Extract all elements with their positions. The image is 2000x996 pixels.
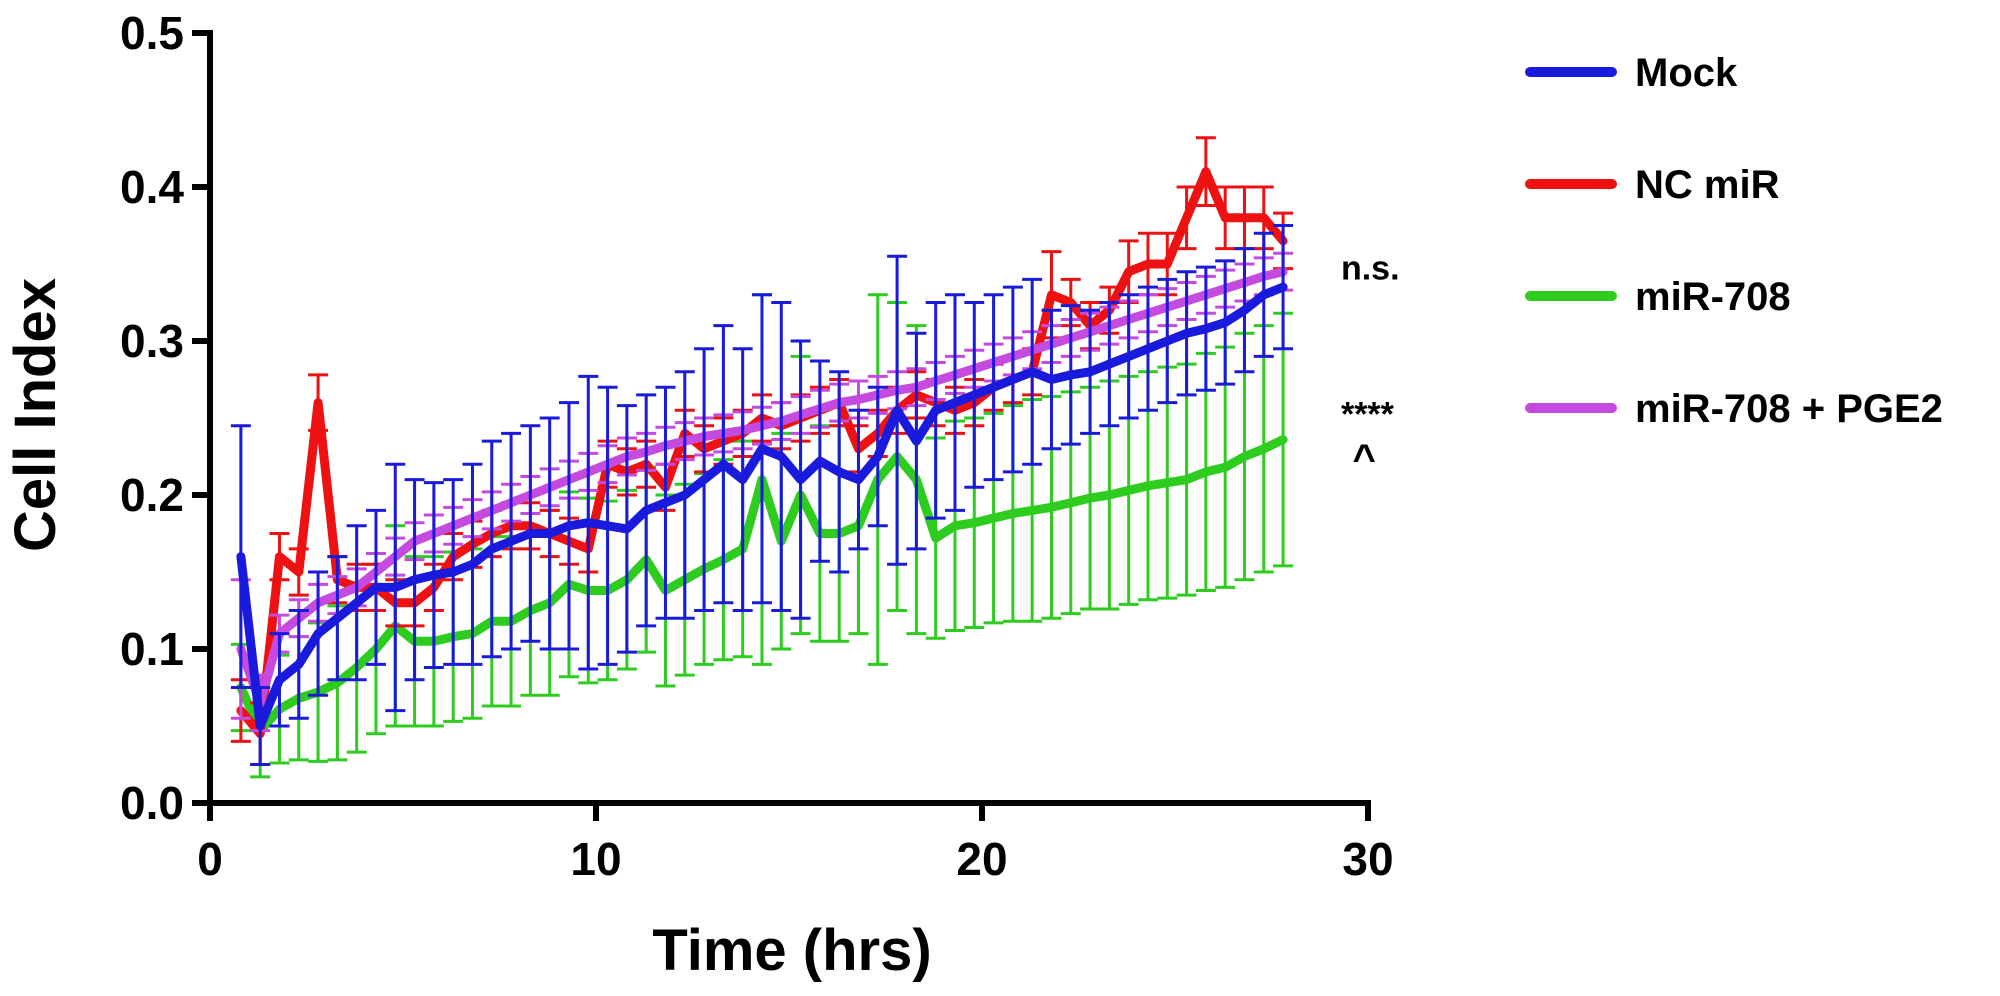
- legend-label: miR-708: [1635, 275, 1791, 319]
- line-mock: [236, 282, 1288, 731]
- y-tick-label: 0.0: [120, 777, 184, 829]
- axes: 0.0 0.1 0.2 0.3 0.4 0.5 0 10 20 30: [120, 7, 1394, 885]
- series-mock: [230, 224, 1294, 766]
- x-tick-label: 0: [197, 833, 223, 885]
- legend-label: NC miR: [1635, 163, 1780, 207]
- y-tick-label: 0.1: [120, 623, 184, 675]
- y-axis-title: Cell Index: [3, 278, 68, 552]
- y-tick-label: 0.5: [120, 7, 184, 59]
- x-tick-label: 30: [1342, 833, 1393, 885]
- x-tick-label: 10: [570, 833, 621, 885]
- annotation-3: ^: [1353, 437, 1376, 481]
- legend-item-nc-mir: NC miR: [1525, 163, 1780, 207]
- x-axis-title: Time (hrs): [652, 918, 931, 983]
- legend-item-mock: Mock: [1525, 51, 1738, 95]
- legend: Mock NC miR miR-708 miR-708 + PGE2: [1525, 51, 1943, 431]
- annotations: n.s. ****^: [1341, 249, 1400, 481]
- y-tick-label: 0.3: [120, 315, 184, 367]
- legend-label: miR-708 + PGE2: [1635, 387, 1943, 431]
- legend-item-mir-708: miR-708: [1525, 275, 1791, 319]
- y-tick-label: 0.4: [120, 161, 184, 213]
- legend-item-mir-708-pge2: miR-708 + PGE2: [1525, 387, 1943, 431]
- x-tick-label: 20: [956, 833, 1007, 885]
- y-tick-label: 0.2: [120, 469, 184, 521]
- annotation-2: ****: [1341, 396, 1395, 434]
- series-layer: [230, 136, 1294, 779]
- error-bars-mock: [230, 224, 1294, 766]
- annotation-1: n.s.: [1341, 249, 1400, 287]
- legend-label: Mock: [1635, 51, 1738, 95]
